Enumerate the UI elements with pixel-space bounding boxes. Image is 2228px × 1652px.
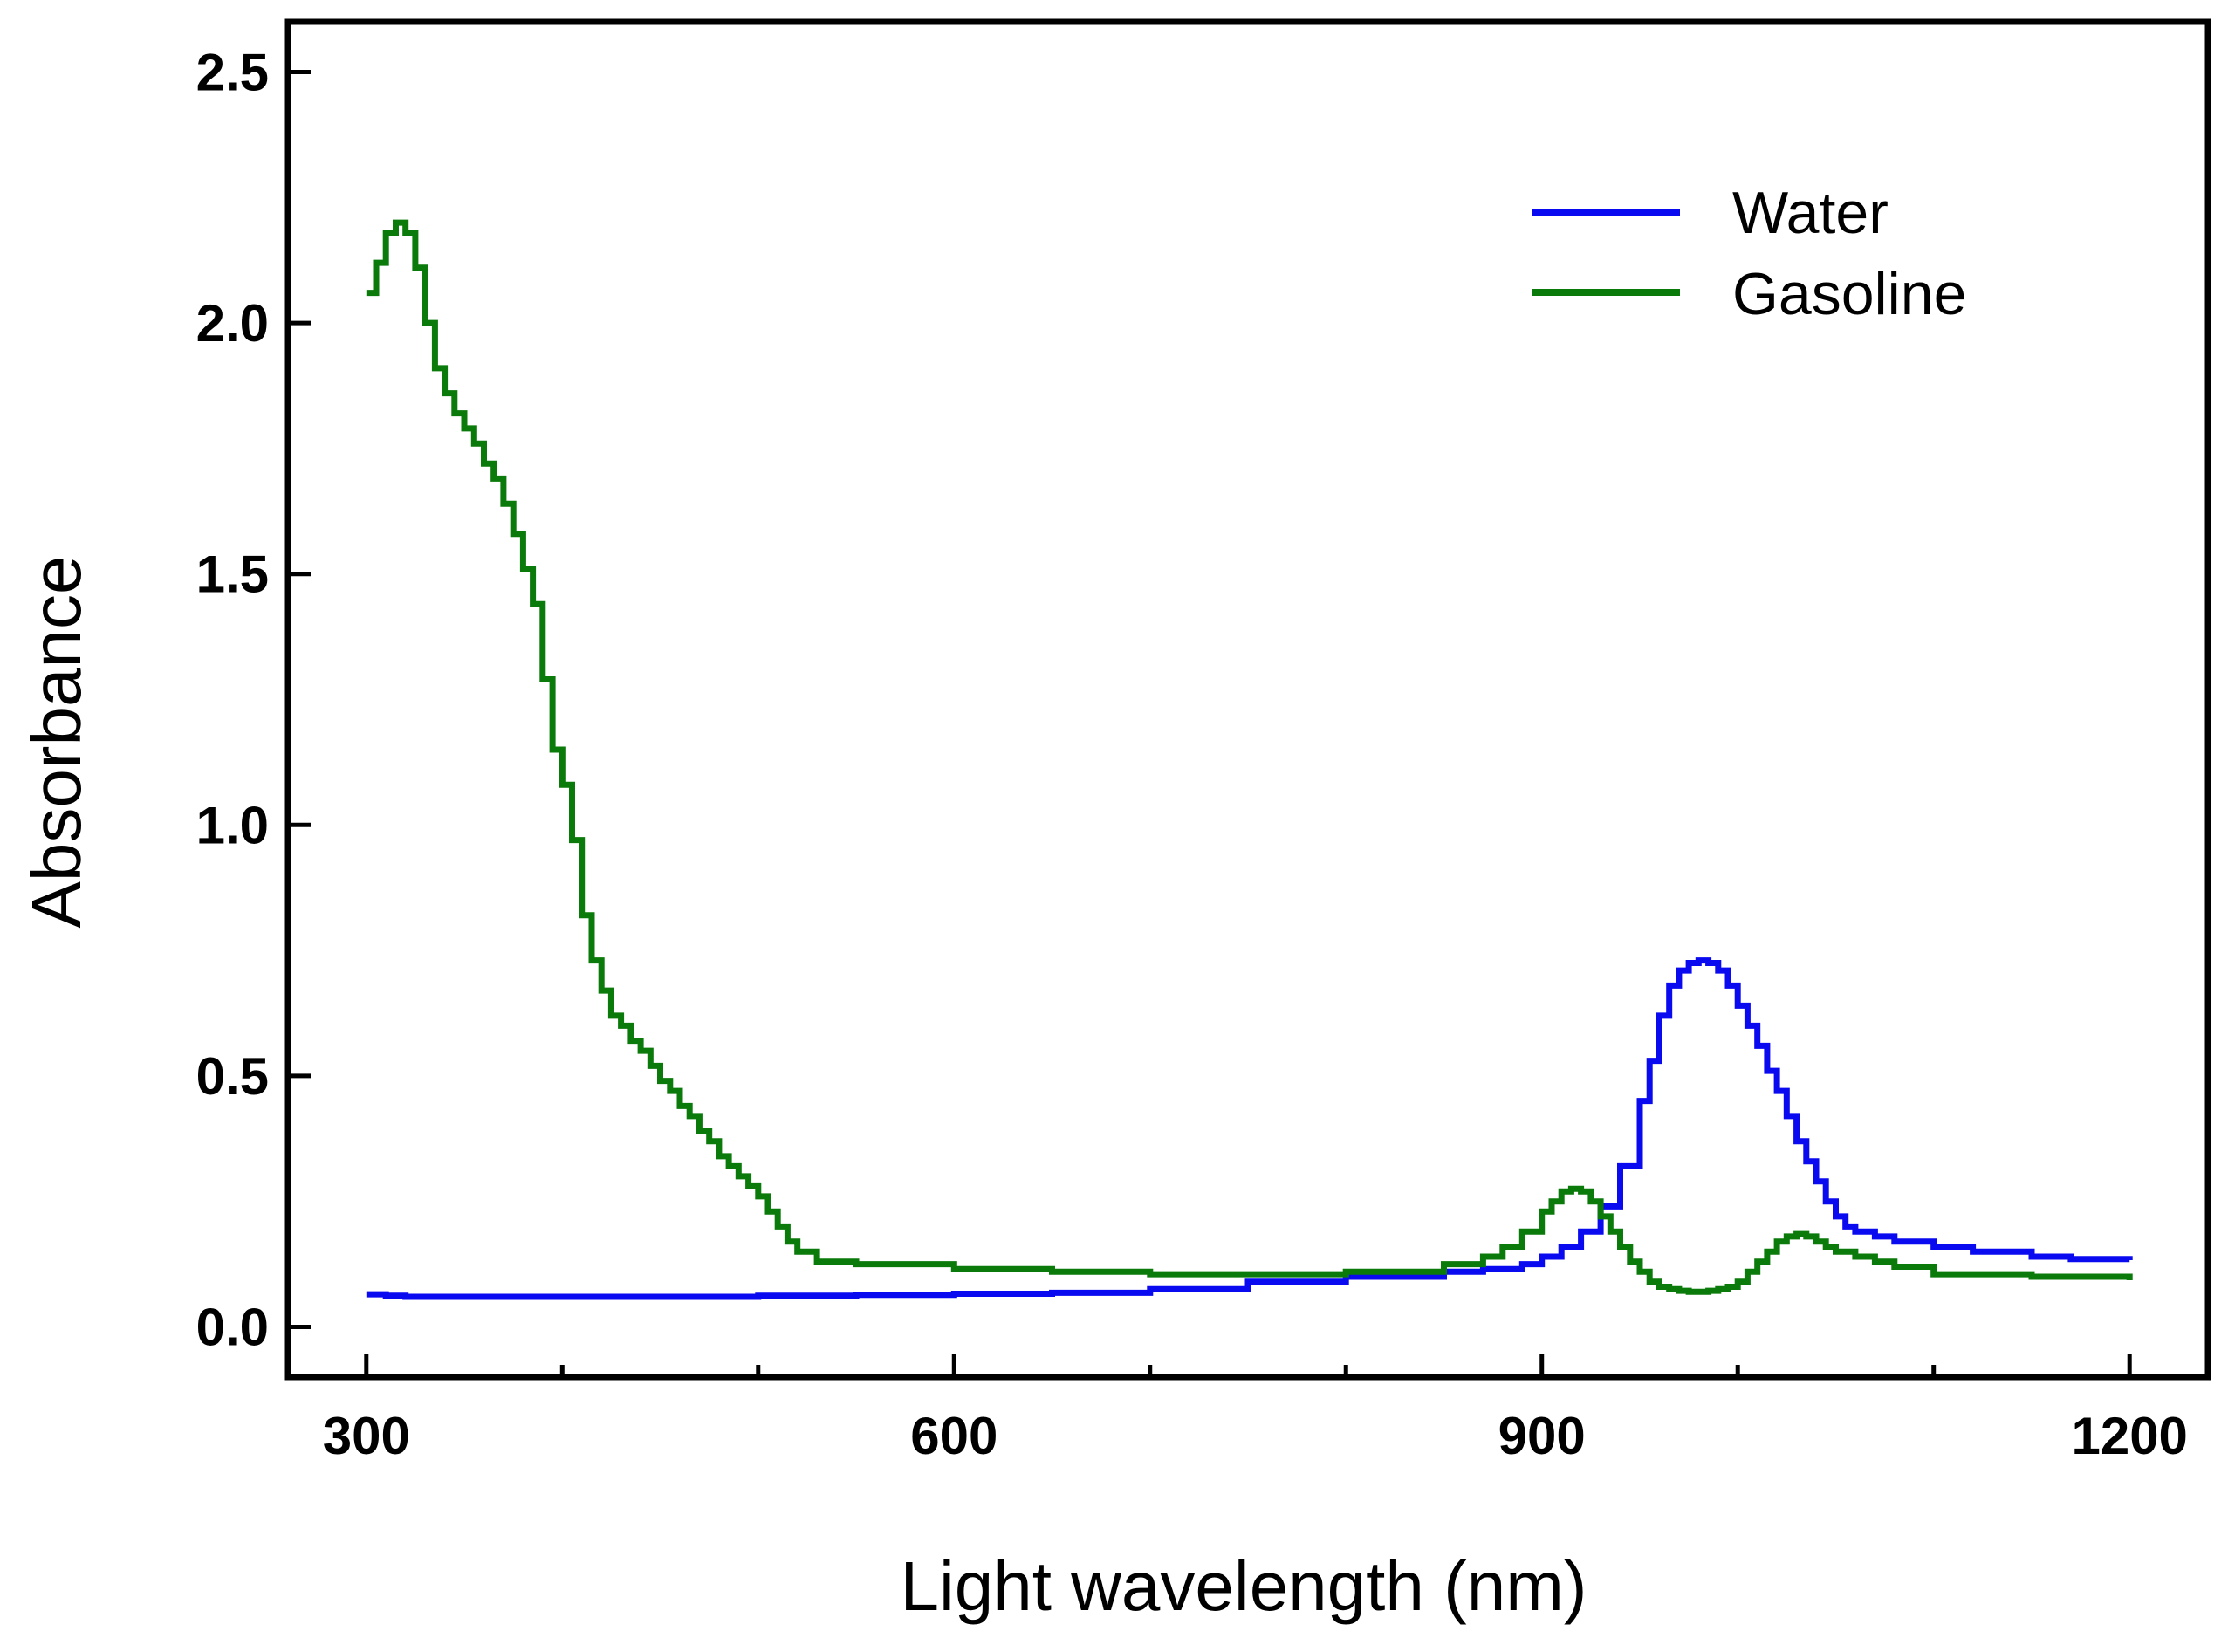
y-tick-label: 1.5 [196, 545, 269, 604]
series-line-water [366, 957, 2133, 1300]
y-axis: 0.0 0.5 1.0 1.5 2.0 2.5 [196, 44, 311, 1356]
x-axis-title: Light wavelength (nm) [900, 1547, 1587, 1625]
y-tick-label: 2.5 [196, 44, 269, 102]
x-tick-label: 600 [910, 1407, 997, 1465]
legend: Water Gasoline [1532, 180, 1966, 327]
series-layer [366, 219, 2133, 1300]
y-tick-label: 2.0 [196, 294, 269, 353]
plot-frame [284, 18, 2211, 1381]
legend-label-gasoline: Gasoline [1732, 261, 1966, 327]
x-axis: 300 600 900 1200 [323, 1354, 2188, 1465]
y-tick-label: 0.5 [196, 1047, 269, 1106]
y-axis-title: Absorbance [17, 556, 95, 929]
x-tick-label: 300 [323, 1407, 410, 1465]
legend-label-water: Water [1732, 180, 1889, 246]
x-tick-label: 1200 [2071, 1407, 2187, 1465]
y-tick-label: 1.0 [196, 796, 269, 854]
x-tick-label: 900 [1498, 1407, 1586, 1465]
series-line-gasoline [366, 219, 2133, 1295]
y-tick-label: 0.0 [196, 1298, 269, 1356]
